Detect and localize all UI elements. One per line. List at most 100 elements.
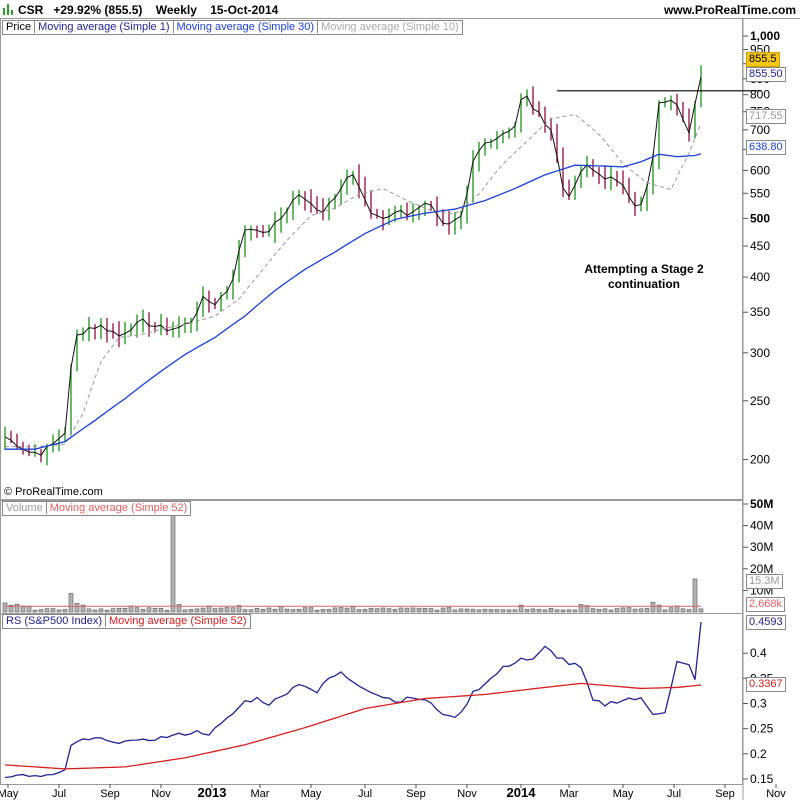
volume-bar [446, 607, 452, 613]
x-tick-label: Jul [667, 788, 681, 800]
volume-bar [50, 608, 56, 613]
ma10-line [5, 113, 702, 448]
volume-bar [452, 609, 458, 613]
volume-bar [506, 609, 512, 613]
price-tick-label: 400 [750, 270, 770, 284]
volume-bar [602, 608, 608, 613]
volume-bar [680, 608, 686, 613]
volume-bar [248, 609, 254, 613]
volume-bar [608, 609, 614, 613]
volume-bar [56, 609, 62, 613]
x-tick-label: Jul [358, 788, 372, 800]
volume-bar [62, 609, 68, 613]
x-tick-label: 2014 [507, 785, 537, 800]
volume-bar [164, 609, 170, 613]
legend-rs[interactable]: RS (S&P500 Index) [6, 615, 102, 627]
volume-bar [218, 607, 224, 613]
copyright: © ProRealTime.com [4, 486, 103, 498]
price-tick-label: 300 [750, 346, 770, 360]
x-tick-label: Nov [766, 788, 786, 800]
volume-bar [422, 608, 428, 613]
volume-bar [488, 609, 494, 613]
volume-bar [380, 607, 386, 613]
volume-panel [0, 500, 743, 614]
volume-bar [2, 602, 8, 613]
candles [4, 65, 702, 466]
volume-bar [440, 607, 446, 613]
volume-bar [428, 608, 434, 613]
volume-bar [542, 609, 548, 613]
volume-bar [350, 606, 356, 613]
legend-ma1[interactable]: Moving average (Simple 1) [38, 21, 170, 33]
volume-bar [110, 608, 116, 613]
legend-vol-ma[interactable]: Moving average (Simple 52) [49, 502, 188, 514]
price-tick-label: 600 [750, 163, 770, 177]
volume-bar [38, 609, 44, 613]
volume-bar [536, 608, 542, 613]
stock-icon [3, 4, 13, 15]
volume-bar [500, 609, 506, 613]
volume-bar [620, 607, 626, 613]
volume-bar [44, 608, 50, 613]
volume-bar [314, 609, 320, 613]
site-url[interactable]: www.ProRealTime.com [663, 3, 796, 17]
rs-tick-label: 0.15 [750, 772, 774, 786]
volume-bar [98, 608, 104, 613]
volume-bar [326, 609, 332, 613]
volume-bar [530, 608, 536, 613]
volume-bar [626, 607, 632, 613]
volume-bar [188, 609, 194, 613]
legend-rs-ma[interactable]: Moving average (Simple 52) [109, 615, 247, 627]
rs-ma-line [4, 682, 702, 770]
volume-bar [68, 593, 74, 613]
volume-bar [128, 605, 134, 613]
volume-tick-label: 30M [750, 540, 773, 554]
annotation-line1: Attempting a Stage 2 [584, 262, 704, 276]
volume-bar [206, 605, 212, 613]
rs-label: 0.4593 [746, 615, 786, 630]
volume-bar [344, 607, 350, 613]
rs-tick-label: 0.2 [750, 747, 767, 761]
volume-bar [32, 609, 38, 613]
legend-ma10[interactable]: Moving average (Simple 10) [321, 21, 459, 33]
legend-ma30[interactable]: Moving average (Simple 30) [176, 21, 315, 33]
volume-bar [554, 609, 560, 613]
rs-axis: 0.40.350.30.250.20.15 [743, 646, 774, 786]
volume-bar [14, 603, 20, 613]
legend-volume[interactable]: Volume [6, 502, 43, 514]
volume-bar [482, 608, 488, 613]
volume-bar [614, 608, 620, 613]
volume-bar [632, 608, 638, 613]
volume-bar [686, 609, 692, 613]
volume-bar [338, 607, 344, 613]
ma1-label: 855.50 [746, 67, 786, 82]
volume-bar [368, 607, 374, 613]
volume-bar [386, 608, 392, 613]
price-axis: 1,00095090085080075070065060055050045040… [743, 29, 780, 466]
volume-bar [260, 609, 266, 613]
rs-line [4, 621, 702, 779]
x-tick-label: May [301, 788, 322, 800]
volume-bar [242, 609, 248, 613]
volume-bar [332, 607, 338, 613]
rs-tick-label: 0.25 [750, 722, 774, 736]
price-tick-label: 450 [750, 239, 770, 253]
volume-bar [80, 604, 86, 613]
x-tick-label: Sep [715, 788, 735, 800]
volume-bar [524, 609, 530, 613]
volume-bar [644, 608, 650, 613]
volume-bar [392, 609, 398, 613]
change: +29.92% (855.5) [53, 3, 143, 17]
volume-bar [668, 607, 674, 613]
price-tick-label: 250 [750, 394, 770, 408]
x-tick-label: Nov [457, 788, 477, 800]
price-tick-label: 550 [750, 186, 770, 200]
volume-bar [116, 607, 122, 613]
volume-bar [152, 608, 158, 613]
volume-bar [200, 607, 206, 613]
rs-tick-label: 0.3 [750, 697, 767, 711]
volume-bar [434, 609, 440, 613]
volume-bar [236, 605, 242, 613]
legend-price[interactable]: Price [6, 21, 32, 33]
